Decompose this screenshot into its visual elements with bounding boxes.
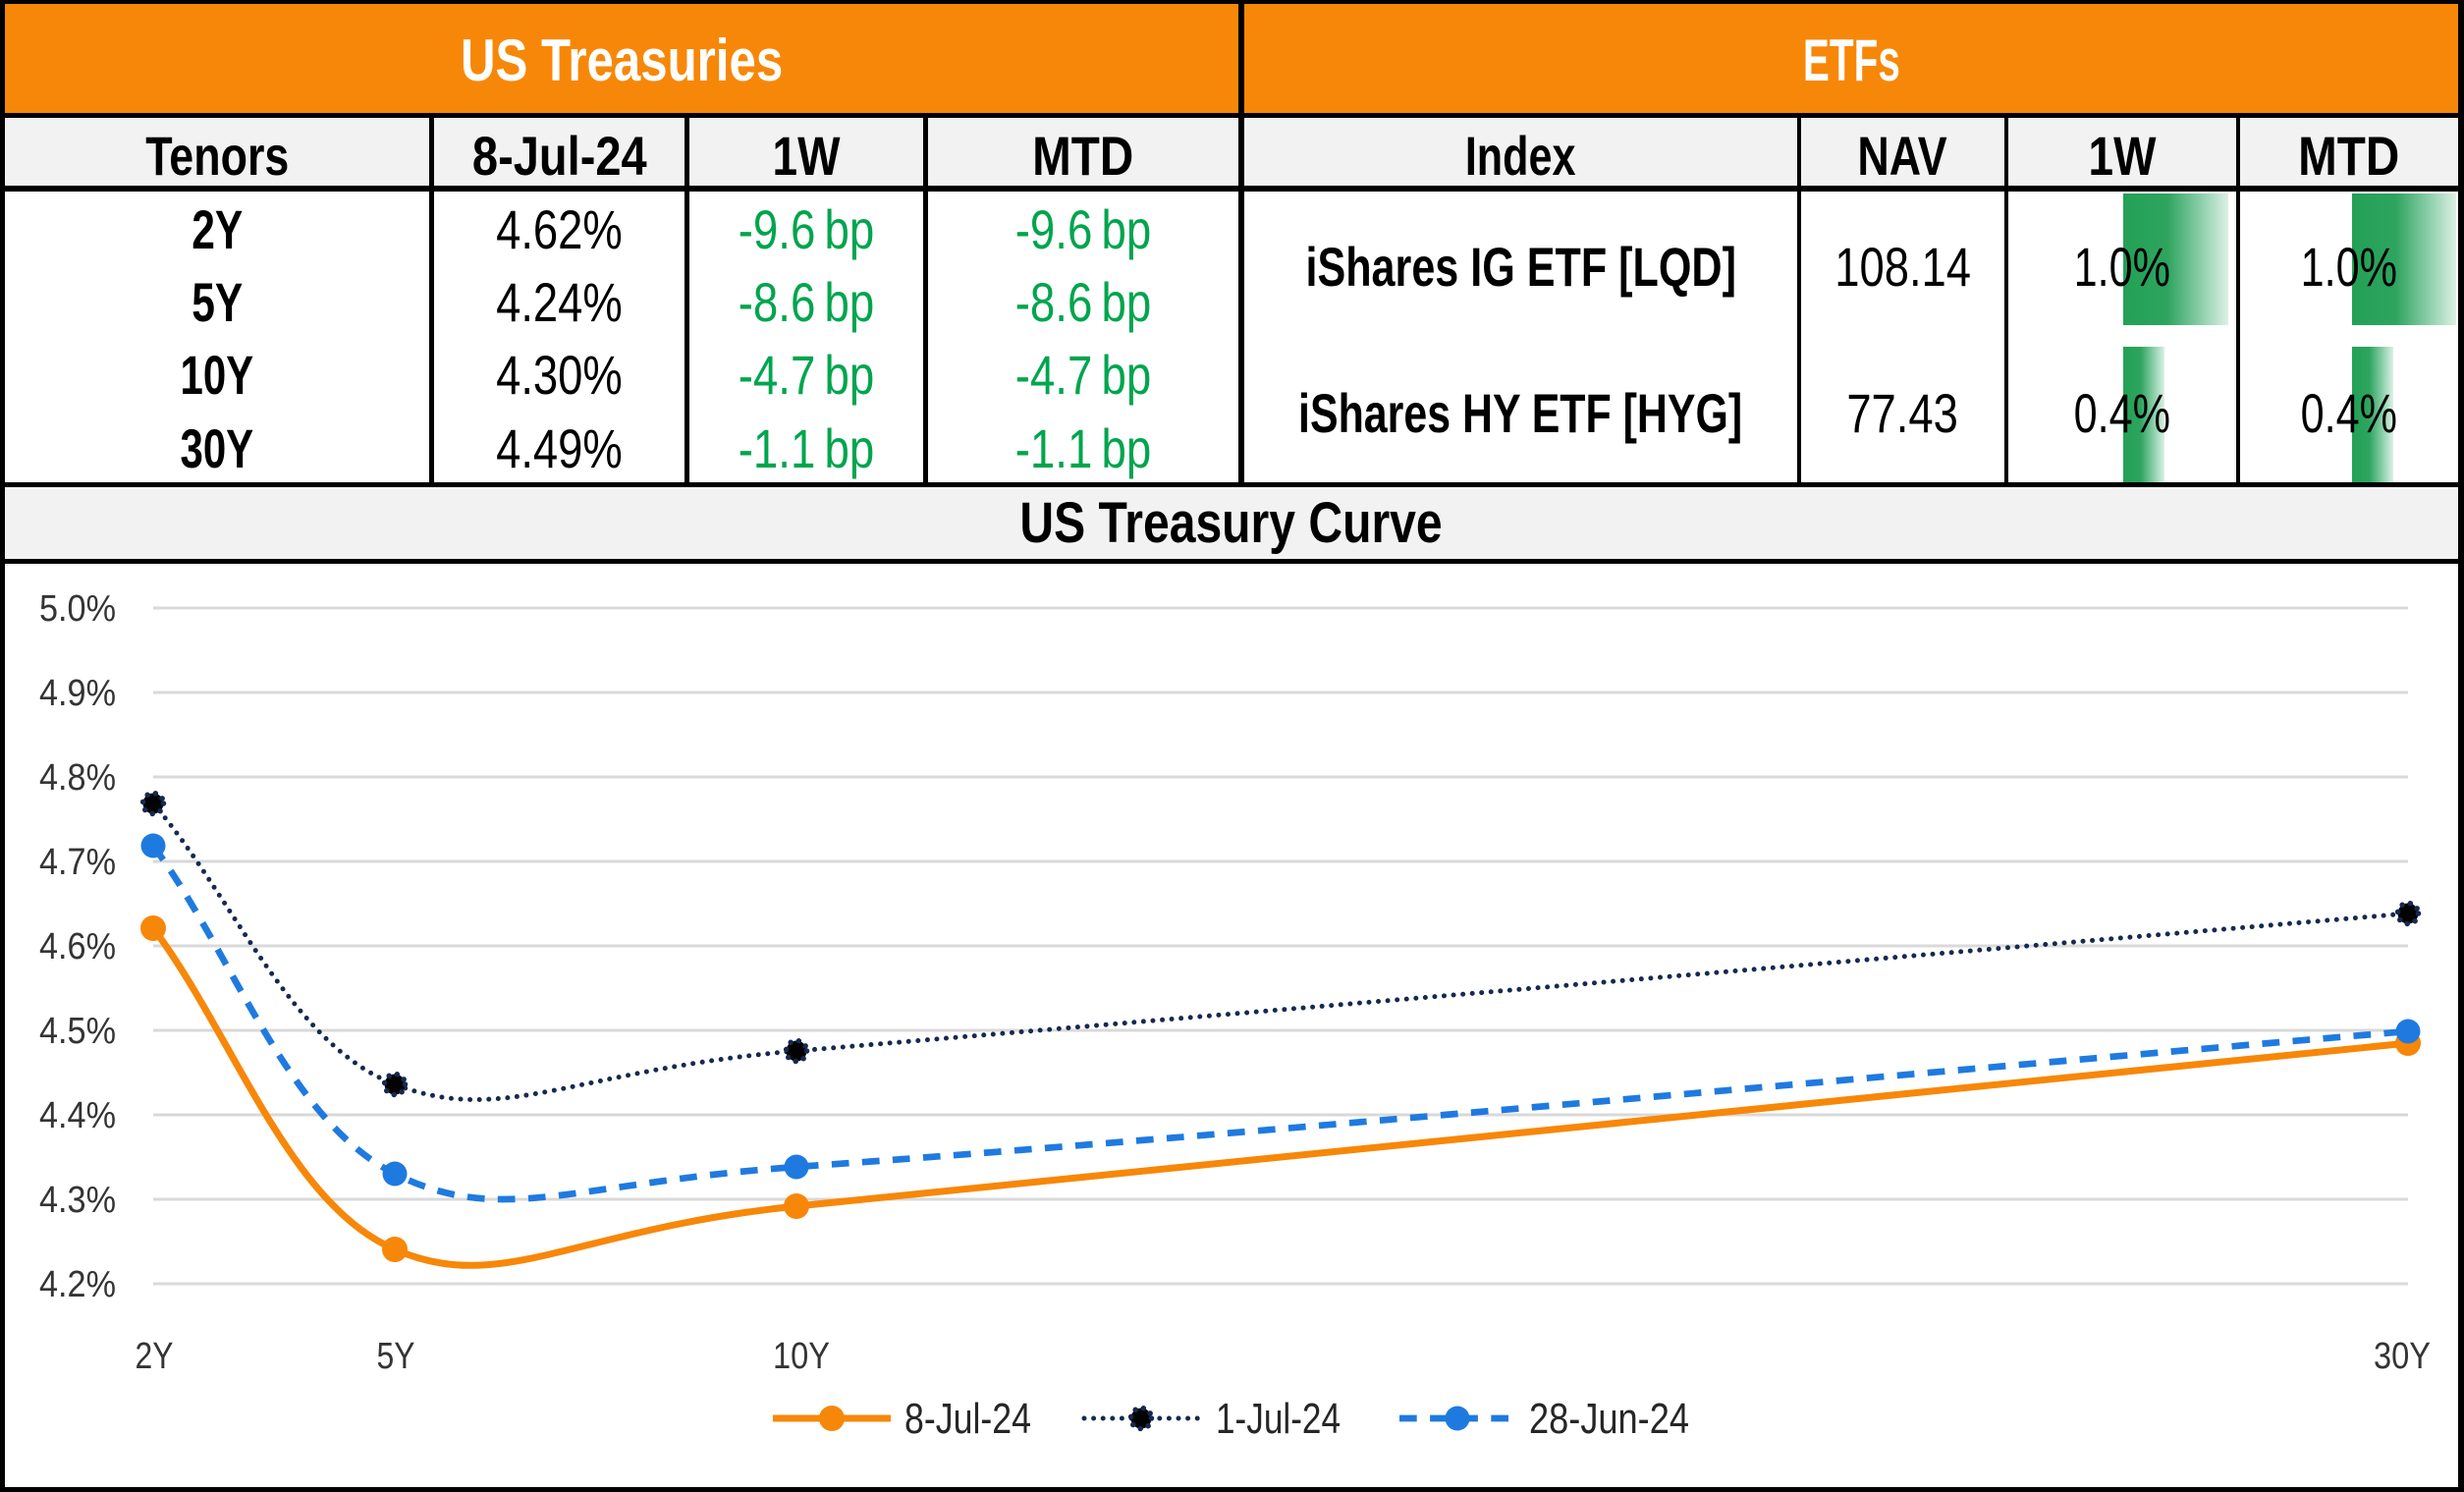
svg-text:5.0%: 5.0% (39, 588, 116, 630)
svg-text:1-Jul-24: 1-Jul-24 (1216, 1395, 1341, 1443)
svg-text:4.3%: 4.3% (39, 1180, 116, 1221)
svg-text:30Y: 30Y (2374, 1336, 2431, 1377)
svg-text:4.9%: 4.9% (39, 673, 116, 714)
svg-text:8-Jul-24: 8-Jul-24 (904, 1395, 1031, 1443)
svg-text:5Y: 5Y (377, 1336, 415, 1377)
svg-text:4.6%: 4.6% (39, 926, 116, 967)
svg-text:4.4%: 4.4% (39, 1095, 116, 1136)
svg-text:10Y: 10Y (773, 1336, 830, 1377)
svg-text:4.5%: 4.5% (39, 1011, 116, 1052)
svg-text:28-Jun-24: 28-Jun-24 (1529, 1395, 1689, 1443)
svg-text:4.8%: 4.8% (39, 757, 116, 799)
svg-text:4.2%: 4.2% (39, 1264, 116, 1305)
svg-text:4.7%: 4.7% (39, 842, 116, 883)
svg-text:2Y: 2Y (136, 1336, 174, 1377)
